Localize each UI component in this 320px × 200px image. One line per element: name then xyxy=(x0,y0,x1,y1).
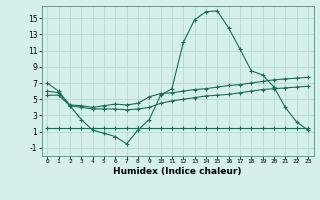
X-axis label: Humidex (Indice chaleur): Humidex (Indice chaleur) xyxy=(113,167,242,176)
